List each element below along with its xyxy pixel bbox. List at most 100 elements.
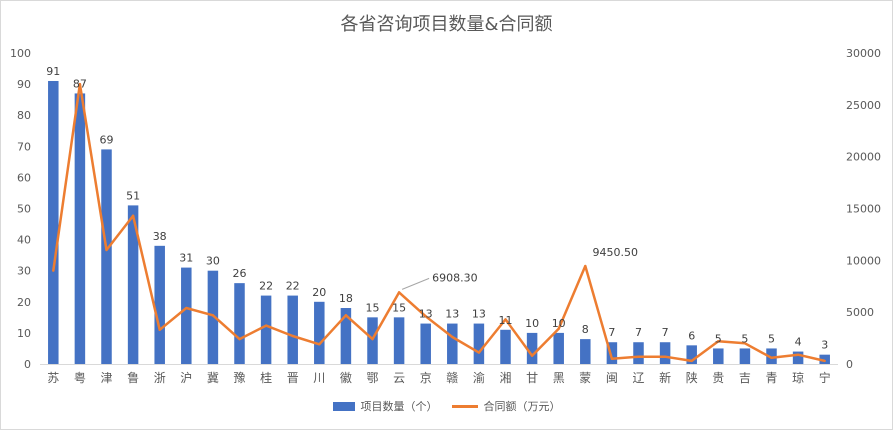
x-axis-category-label: 浙	[154, 371, 166, 385]
bar-value-label: 10	[552, 317, 566, 330]
bar	[48, 80, 59, 365]
x-axis-category-label: 宁	[819, 370, 831, 385]
bar	[74, 93, 86, 365]
line-point	[823, 359, 826, 363]
x-axis-category-label: 冀	[207, 371, 219, 385]
line-point	[344, 314, 348, 317]
bar-value-label: 31	[179, 252, 193, 265]
bar-value-label: 87	[73, 77, 87, 90]
legend-swatch-line	[451, 404, 478, 408]
line-point	[78, 82, 82, 86]
right-axis-tick-label: 15000	[846, 203, 881, 216]
line-point	[690, 359, 693, 363]
bar	[420, 323, 431, 364]
bar	[287, 295, 298, 364]
bar-value-label: 6	[688, 329, 695, 342]
line-point	[717, 339, 720, 343]
line-point	[770, 356, 773, 359]
x-axis-category-label: 辽	[632, 371, 644, 385]
x-axis-category-label: 湘	[499, 370, 511, 385]
line-point	[158, 328, 161, 331]
bar-value-label: 5	[768, 332, 775, 345]
x-axis-category-label: 津	[100, 371, 112, 385]
line-point	[504, 318, 507, 321]
bar	[260, 295, 272, 364]
bar-value-label: 51	[126, 189, 140, 202]
legend-item-line[interactable]: 合同额（万元）	[451, 398, 561, 414]
line-point	[105, 248, 108, 252]
x-axis-category-label: 贵	[712, 371, 724, 385]
bar	[739, 348, 751, 364]
line-point	[610, 357, 614, 361]
left-axis-tick-label: 70	[17, 140, 31, 153]
bar	[127, 205, 139, 364]
left-axis-tick-label: 10	[17, 327, 31, 340]
line-point	[477, 351, 481, 354]
right-axis-tick-label: 0	[846, 358, 853, 371]
bar-value-label: 7	[608, 326, 615, 339]
left-axis-tick-label: 30	[17, 265, 31, 278]
left-axis-tick-label: 50	[17, 203, 31, 216]
bar-value-label: 20	[312, 286, 326, 299]
right-axis-tick-label: 5000	[846, 306, 874, 319]
line-point	[238, 337, 241, 341]
line-point	[397, 291, 401, 294]
right-axis-tick-label: 10000	[846, 254, 881, 267]
line-point	[584, 264, 587, 268]
x-axis-category-label: 琼	[792, 370, 804, 385]
bar	[659, 342, 671, 364]
bar	[633, 342, 644, 364]
x-axis-category-label: 甘	[526, 371, 538, 385]
x-axis-category-label: 晋	[287, 371, 299, 385]
x-axis-category-label: 京	[420, 371, 432, 385]
bar-value-label: 10	[525, 317, 539, 330]
bar-value-label: 91	[46, 65, 60, 78]
bar	[447, 323, 458, 364]
bar	[580, 339, 591, 364]
line-point	[291, 334, 294, 338]
x-axis-category-label: 渝	[473, 370, 485, 385]
bar	[101, 149, 112, 364]
right-axis-tick-label: 25000	[846, 99, 881, 112]
line-point	[530, 354, 534, 357]
line-point	[264, 324, 268, 327]
left-axis-tick-label: 40	[17, 234, 31, 247]
legend-swatch-bars	[332, 401, 355, 411]
bar	[686, 345, 697, 364]
line-point	[557, 327, 560, 330]
line-point	[185, 306, 188, 310]
line-annotation-label: 6908.30	[432, 271, 478, 284]
line-point	[796, 353, 800, 356]
legend-item-bars[interactable]: 项目数量（个）	[332, 398, 438, 414]
x-axis-category-label: 鲁	[127, 371, 139, 385]
bar-value-label: 13	[472, 308, 486, 321]
left-axis-tick-label: 100	[10, 47, 31, 60]
line-point	[637, 355, 640, 358]
bar-value-label: 4	[795, 336, 802, 349]
line-point	[211, 314, 215, 317]
bar	[340, 308, 352, 364]
bar	[207, 270, 219, 364]
x-axis-category-label: 青	[765, 371, 777, 385]
left-axis-tick-label: 60	[17, 171, 31, 184]
x-axis-category-label: 鄂	[366, 371, 378, 385]
x-axis-category-label: 粤	[74, 370, 86, 385]
bar-value-label: 8	[582, 323, 589, 336]
bar-value-label: 22	[286, 280, 300, 293]
line-annotation-label: 9450.50	[593, 246, 639, 259]
bar-value-label: 11	[499, 314, 513, 327]
left-axis-tick-label: 90	[17, 78, 31, 91]
bar	[314, 301, 325, 364]
bar-value-label: 5	[715, 332, 722, 345]
bar-value-label: 18	[339, 292, 353, 305]
bar-value-label: 3	[821, 339, 828, 352]
bar	[367, 317, 378, 364]
bar-value-label: 13	[445, 308, 459, 321]
bar	[819, 354, 830, 364]
bar-value-label: 5	[741, 332, 748, 345]
line-point	[52, 269, 55, 272]
bar-value-label: 26	[233, 267, 247, 280]
bar-value-label: 7	[662, 326, 669, 339]
x-axis-category-label: 蒙	[579, 371, 591, 385]
